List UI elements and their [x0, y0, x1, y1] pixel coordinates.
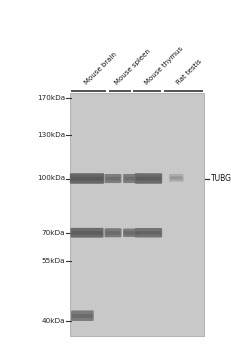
Text: 40kDa: 40kDa	[41, 318, 65, 324]
Text: 55kDa: 55kDa	[41, 258, 65, 264]
Text: 100kDa: 100kDa	[37, 175, 65, 182]
FancyBboxPatch shape	[135, 177, 160, 181]
FancyBboxPatch shape	[168, 174, 183, 182]
FancyBboxPatch shape	[70, 173, 104, 184]
Text: Mouse thymus: Mouse thymus	[144, 46, 184, 86]
FancyBboxPatch shape	[135, 231, 160, 235]
FancyBboxPatch shape	[134, 228, 161, 237]
Bar	[69, 93, 203, 336]
FancyBboxPatch shape	[104, 174, 121, 183]
FancyBboxPatch shape	[71, 177, 103, 181]
Text: 70kDa: 70kDa	[41, 230, 65, 236]
FancyBboxPatch shape	[71, 231, 102, 235]
Text: TUBGCP3: TUBGCP3	[210, 174, 231, 183]
Text: Mouse brain: Mouse brain	[84, 51, 118, 86]
FancyBboxPatch shape	[105, 231, 120, 235]
Text: 130kDa: 130kDa	[37, 132, 65, 138]
FancyBboxPatch shape	[72, 314, 92, 318]
FancyBboxPatch shape	[122, 174, 140, 183]
Text: Rat testis: Rat testis	[175, 58, 202, 86]
FancyBboxPatch shape	[105, 177, 120, 181]
FancyBboxPatch shape	[124, 177, 138, 181]
FancyBboxPatch shape	[122, 229, 140, 237]
FancyBboxPatch shape	[134, 173, 161, 184]
FancyBboxPatch shape	[124, 231, 138, 235]
FancyBboxPatch shape	[104, 228, 121, 237]
Text: Mouse spleen: Mouse spleen	[114, 48, 152, 86]
FancyBboxPatch shape	[70, 228, 103, 238]
FancyBboxPatch shape	[170, 176, 182, 180]
Text: 170kDa: 170kDa	[37, 95, 65, 101]
FancyBboxPatch shape	[71, 310, 93, 321]
